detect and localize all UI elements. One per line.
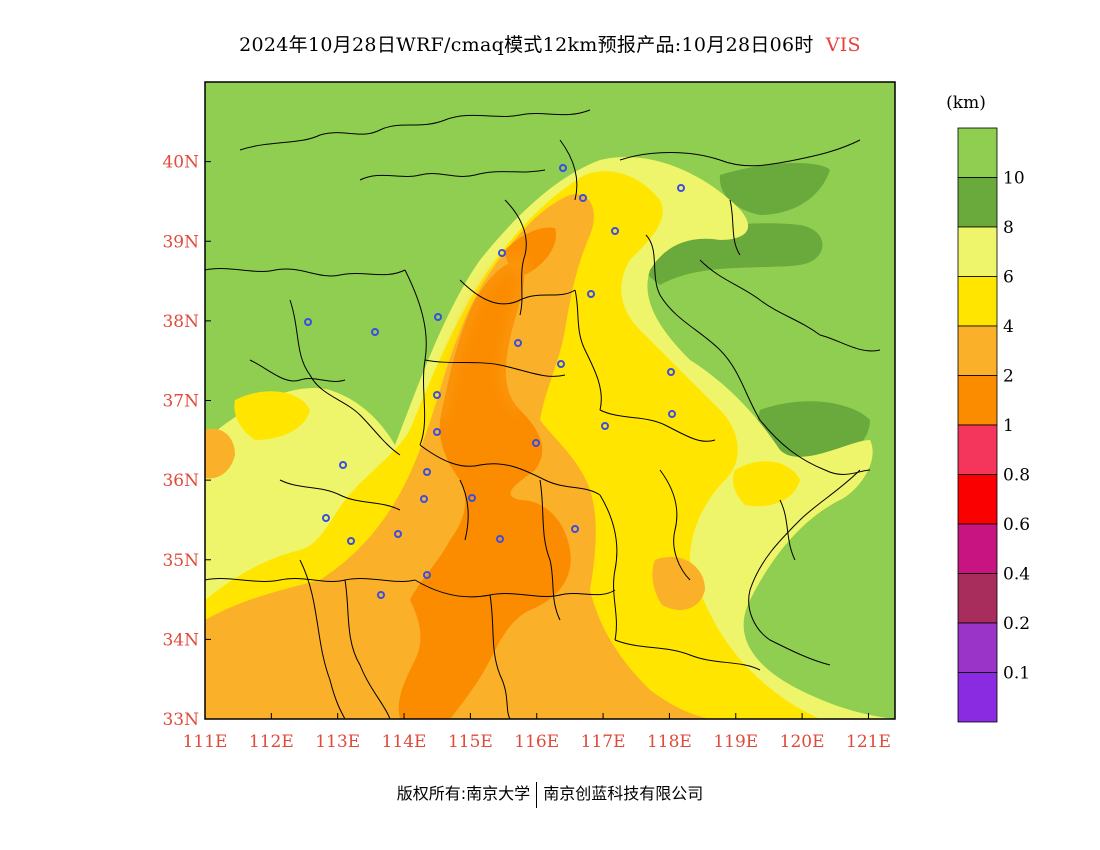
lon-tick-label: 114E — [382, 732, 427, 752]
company-text: 南京创蓝科技有限公司 — [543, 784, 704, 803]
lon-tick-label: 115E — [448, 732, 493, 752]
city-marker — [468, 494, 476, 502]
city-marker — [433, 428, 441, 436]
map-axes: 111E 112E 113E 114E 115E 116E 117E 118E 119E 120E… — [162, 153, 890, 752]
legend-label: 0.8 — [1003, 466, 1030, 486]
legend-label: 6 — [1003, 268, 1014, 288]
legend-swatch — [957, 276, 998, 327]
city-marker — [579, 194, 587, 202]
city-marker — [668, 410, 676, 418]
lat-tick-label: 37N — [162, 392, 199, 412]
lat-tick-label: 33N — [162, 710, 199, 730]
legend-label: 0.1 — [1003, 664, 1030, 684]
city-marker — [339, 461, 347, 469]
lat-tick-label: 38N — [162, 312, 199, 332]
legend-swatch — [957, 177, 998, 228]
city-marker — [347, 537, 355, 545]
legend-label: 0.6 — [1003, 515, 1030, 535]
city-marker — [496, 535, 504, 543]
legend-swatch — [957, 523, 998, 574]
city-marker — [420, 495, 428, 503]
city-marker — [433, 391, 441, 399]
lat-tick-label: 35N — [162, 551, 199, 571]
legend-swatch — [957, 226, 998, 277]
chart-title: 2024年10月28日WRF/cmaq模式12km预报产品:10月28日06时 V… — [0, 30, 1100, 57]
city-marker — [423, 571, 431, 579]
legend-swatch — [957, 474, 998, 525]
lon-tick-label: 117E — [581, 732, 626, 752]
city-marker — [571, 525, 579, 533]
lon-tick-label: 120E — [780, 732, 825, 752]
footer-separator — [536, 781, 538, 808]
lon-tick-label: 113E — [315, 732, 360, 752]
city-marker — [677, 184, 685, 192]
lat-tick-label: 36N — [162, 471, 199, 491]
city-marker — [371, 328, 379, 336]
lon-tick-label: 116E — [514, 732, 559, 752]
lon-tick-label: 118E — [647, 732, 692, 752]
legend-swatch — [957, 325, 998, 376]
legend-swatch — [957, 375, 998, 426]
field-blend — [435, 256, 530, 421]
city-markers — [304, 164, 685, 599]
city-marker — [423, 468, 431, 476]
title-text: 2024年10月28日WRF/cmaq模式12km预报产品:10月28日06时 — [239, 34, 814, 56]
city-marker — [611, 227, 619, 235]
legend-label: 0.4 — [1003, 565, 1030, 585]
legend-swatch — [957, 672, 998, 723]
city-marker — [587, 290, 595, 298]
city-marker — [394, 530, 402, 538]
legend-label: 4 — [1003, 317, 1014, 337]
city-marker — [532, 439, 540, 447]
lon-tick-label: 119E — [713, 732, 758, 752]
legend-label: 10 — [1003, 169, 1025, 189]
copyright-text: 版权所有:南京大学 — [396, 784, 531, 803]
legend-unit: (km) — [946, 93, 986, 113]
lat-tick-label: 40N — [162, 153, 199, 173]
city-marker — [514, 339, 522, 347]
city-marker — [557, 360, 565, 368]
city-marker — [322, 514, 330, 522]
legend-label: 2 — [1003, 367, 1014, 387]
city-marker — [304, 318, 312, 326]
legend-label: 0.2 — [1003, 614, 1030, 634]
legend-swatch — [957, 622, 998, 673]
lat-tick-label: 39N — [162, 232, 199, 252]
legend-swatch — [957, 424, 998, 475]
city-marker — [498, 249, 506, 257]
map-field — [205, 82, 895, 719]
legend-swatch — [957, 573, 998, 624]
city-marker — [377, 591, 385, 599]
legend-label: 8 — [1003, 218, 1014, 238]
legend-swatch — [957, 127, 998, 178]
boundary-lines — [205, 109, 881, 719]
lon-tick-label: 121E — [846, 732, 891, 752]
lon-tick-label: 111E — [183, 732, 228, 752]
lon-tick-label: 112E — [249, 732, 294, 752]
city-marker — [434, 313, 442, 321]
footer: 版权所有:南京大学 南京创蓝科技有限公司 — [0, 780, 1100, 808]
legend-label: 1 — [1003, 416, 1014, 436]
city-marker — [601, 422, 609, 430]
color-legend: (km) 10 8 6 4 2 1 0.8 0.6 0.4 0.2 0.1 — [946, 93, 1030, 723]
city-marker — [667, 368, 675, 376]
city-marker — [559, 164, 567, 172]
title-variable: VIS — [825, 34, 861, 56]
lat-tick-label: 34N — [162, 630, 199, 650]
